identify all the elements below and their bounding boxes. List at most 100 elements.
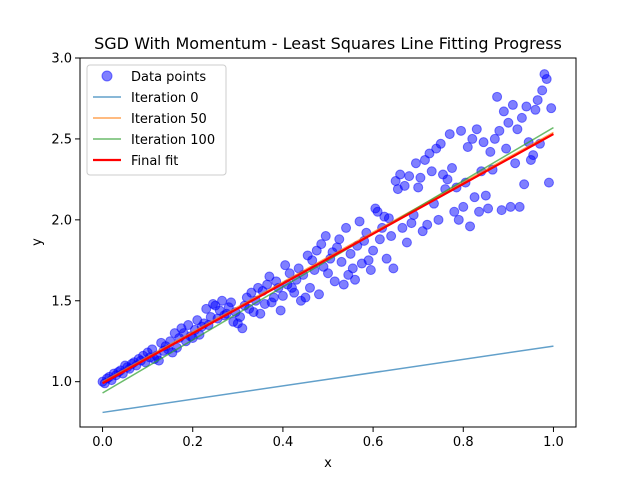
data-point (406, 218, 417, 229)
data-point (530, 104, 541, 115)
legend-label-iteration-0: Iteration 0 (131, 91, 199, 106)
data-point (483, 203, 494, 214)
legend-label-iteration-50: Iteration 50 (131, 112, 207, 127)
data-point (401, 237, 412, 248)
y-axis: 1.0 1.5 2.0 2.5 3.0 (51, 52, 80, 390)
data-point (485, 146, 496, 157)
data-point (280, 260, 291, 271)
data-point (505, 201, 516, 212)
data-point (489, 133, 500, 144)
data-point (501, 143, 512, 154)
data-point (347, 263, 358, 274)
data-point (471, 124, 482, 135)
data-point (365, 265, 376, 276)
data-point (388, 263, 399, 274)
data-point (453, 214, 464, 225)
data-point (277, 290, 288, 301)
scatter-layer (97, 69, 557, 389)
data-point (465, 221, 476, 232)
data-point (413, 182, 424, 193)
x-axis: 0.0 0.2 0.4 0.6 0.8 1.0 (92, 427, 564, 450)
data-point (456, 125, 467, 136)
legend-box (86, 64, 227, 176)
data-point (374, 234, 385, 245)
data-point (458, 201, 469, 212)
y-tick-label: 2.5 (51, 132, 72, 147)
data-point (514, 201, 525, 212)
data-point (469, 192, 480, 203)
data-point (183, 320, 194, 331)
data-point (492, 91, 503, 102)
data-point (537, 85, 548, 96)
data-point (350, 274, 361, 285)
y-tick-label: 3.0 (51, 52, 72, 67)
data-point (368, 245, 379, 256)
data-point (496, 205, 507, 216)
data-point (275, 305, 286, 316)
x-tick-label: 0.2 (182, 435, 203, 450)
data-point (410, 158, 421, 169)
data-point (532, 95, 543, 106)
x-axis-label: x (324, 456, 332, 471)
data-point (546, 103, 557, 114)
data-point (444, 129, 455, 140)
data-point (262, 279, 273, 290)
data-point (201, 303, 212, 314)
data-point (304, 282, 315, 293)
data-point (323, 268, 333, 279)
x-tick-label: 0.6 (363, 435, 384, 450)
data-point (543, 177, 554, 188)
data-point (255, 308, 266, 319)
data-point (541, 74, 552, 85)
legend-label-final-fit: Final fit (131, 154, 178, 169)
data-point (528, 150, 539, 161)
data-point (363, 255, 374, 266)
series-line-final-fit (102, 133, 554, 385)
data-point (320, 231, 331, 242)
data-point (386, 231, 397, 242)
data-point (462, 142, 473, 153)
data-point (474, 206, 485, 217)
x-tick-label: 0.0 (92, 435, 113, 450)
legend: Data points Iteration 0 Iteration 50 Ite… (86, 64, 227, 176)
data-point (467, 133, 478, 144)
data-point (341, 222, 352, 233)
data-point (510, 158, 521, 169)
y-tick-label: 2.0 (51, 213, 72, 228)
data-point (264, 271, 275, 282)
data-point (397, 222, 408, 233)
data-point (334, 234, 345, 245)
data-point (512, 124, 523, 135)
data-point (519, 179, 530, 190)
data-point (289, 287, 300, 298)
data-point (447, 163, 457, 174)
data-point (354, 216, 365, 227)
data-point (338, 279, 349, 290)
data-point (449, 206, 460, 217)
data-point (313, 289, 324, 300)
y-axis-label: y (30, 238, 45, 246)
data-point (498, 106, 509, 117)
data-point (503, 117, 514, 128)
data-point (404, 171, 415, 182)
data-point (424, 148, 435, 159)
series-line-iteration-100 (102, 126, 554, 394)
x-tick-label: 0.8 (453, 435, 474, 450)
data-point (226, 297, 237, 308)
legend-label-data-points: Data points (131, 70, 206, 85)
data-point (494, 125, 505, 136)
legend-label-iteration-100: Iteration 100 (131, 133, 215, 148)
data-point (422, 219, 433, 230)
data-point (442, 174, 453, 185)
data-point (433, 214, 444, 225)
data-point (415, 172, 426, 183)
data-point (246, 287, 257, 298)
legend-marker-data-points (101, 70, 113, 82)
data-point (435, 138, 446, 149)
x-tick-label: 1.0 (543, 435, 564, 450)
data-point (399, 180, 410, 191)
data-point (372, 206, 383, 217)
data-point (316, 239, 327, 250)
chart-title: SGD With Momentum - Least Squares Line F… (94, 34, 562, 53)
